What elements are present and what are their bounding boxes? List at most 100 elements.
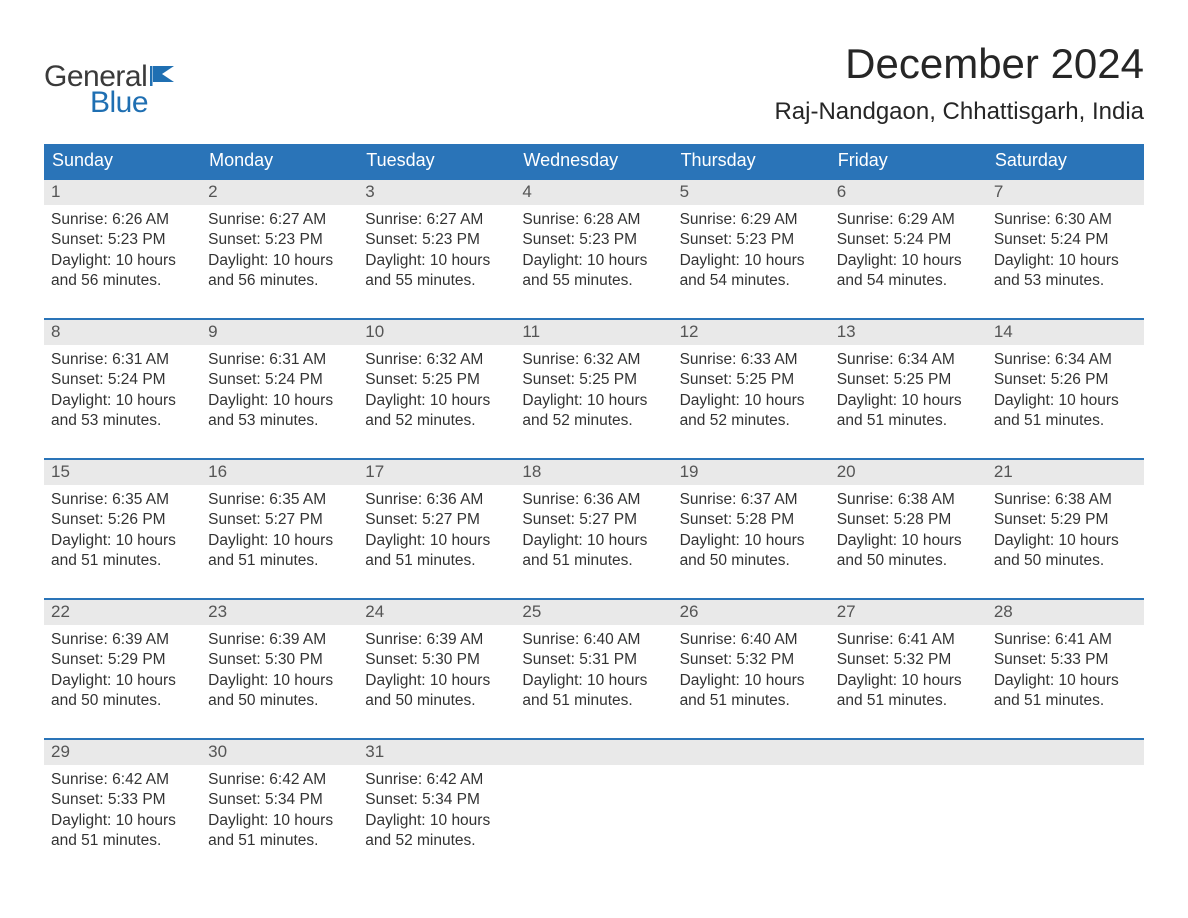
brand-logo: General Blue: [44, 60, 178, 120]
daylight-line: Daylight: 10 hours and 56 minutes.: [208, 251, 351, 292]
daylight-line: Daylight: 10 hours and 50 minutes.: [837, 531, 980, 572]
day-details: Sunrise: 6:41 AMSunset: 5:32 PMDaylight:…: [830, 625, 987, 716]
day-number: 17: [358, 460, 515, 485]
day-details: Sunrise: 6:41 AMSunset: 5:33 PMDaylight:…: [987, 625, 1144, 716]
calendar-day-cell: 24Sunrise: 6:39 AMSunset: 5:30 PMDayligh…: [358, 600, 515, 718]
calendar-day-cell: 2Sunrise: 6:27 AMSunset: 5:23 PMDaylight…: [201, 180, 358, 298]
sunrise-line: Sunrise: 6:27 AM: [365, 210, 508, 230]
day-details: Sunrise: 6:39 AMSunset: 5:30 PMDaylight:…: [358, 625, 515, 716]
day-number: 16: [201, 460, 358, 485]
sunset-line: Sunset: 5:23 PM: [680, 230, 823, 250]
day-details: Sunrise: 6:30 AMSunset: 5:24 PMDaylight:…: [987, 205, 1144, 296]
sunset-line: Sunset: 5:32 PM: [680, 650, 823, 670]
daylight-line: Daylight: 10 hours and 50 minutes.: [994, 531, 1137, 572]
sunrise-line: Sunrise: 6:37 AM: [680, 490, 823, 510]
day-number: 11: [515, 320, 672, 345]
day-number: 24: [358, 600, 515, 625]
calendar-day-cell: 14Sunrise: 6:34 AMSunset: 5:26 PMDayligh…: [987, 320, 1144, 438]
day-number: [515, 740, 672, 765]
day-details: Sunrise: 6:29 AMSunset: 5:24 PMDaylight:…: [830, 205, 987, 296]
calendar-day-cell: [987, 740, 1144, 858]
day-details: Sunrise: 6:34 AMSunset: 5:26 PMDaylight:…: [987, 345, 1144, 436]
sunset-line: Sunset: 5:23 PM: [365, 230, 508, 250]
calendar-day-cell: 29Sunrise: 6:42 AMSunset: 5:33 PMDayligh…: [44, 740, 201, 858]
day-number: 3: [358, 180, 515, 205]
daylight-line: Daylight: 10 hours and 52 minutes.: [680, 391, 823, 432]
day-number: 28: [987, 600, 1144, 625]
day-number: 18: [515, 460, 672, 485]
sunrise-line: Sunrise: 6:34 AM: [837, 350, 980, 370]
day-number: 7: [987, 180, 1144, 205]
calendar-day-cell: [515, 740, 672, 858]
day-number: 2: [201, 180, 358, 205]
sunrise-line: Sunrise: 6:31 AM: [51, 350, 194, 370]
day-details: Sunrise: 6:28 AMSunset: 5:23 PMDaylight:…: [515, 205, 672, 296]
calendar-day-cell: 8Sunrise: 6:31 AMSunset: 5:24 PMDaylight…: [44, 320, 201, 438]
day-details: Sunrise: 6:27 AMSunset: 5:23 PMDaylight:…: [201, 205, 358, 296]
daylight-line: Daylight: 10 hours and 52 minutes.: [365, 391, 508, 432]
calendar-week-row: 15Sunrise: 6:35 AMSunset: 5:26 PMDayligh…: [44, 458, 1144, 578]
daylight-line: Daylight: 10 hours and 51 minutes.: [680, 671, 823, 712]
day-number: 15: [44, 460, 201, 485]
sunset-line: Sunset: 5:29 PM: [994, 510, 1137, 530]
day-number: 23: [201, 600, 358, 625]
daylight-line: Daylight: 10 hours and 54 minutes.: [680, 251, 823, 292]
day-number: 6: [830, 180, 987, 205]
sunrise-line: Sunrise: 6:39 AM: [51, 630, 194, 650]
sunset-line: Sunset: 5:27 PM: [365, 510, 508, 530]
sunrise-line: Sunrise: 6:32 AM: [365, 350, 508, 370]
day-number: 13: [830, 320, 987, 345]
sunrise-line: Sunrise: 6:41 AM: [837, 630, 980, 650]
day-number: 4: [515, 180, 672, 205]
day-details: Sunrise: 6:38 AMSunset: 5:29 PMDaylight:…: [987, 485, 1144, 576]
daylight-line: Daylight: 10 hours and 50 minutes.: [365, 671, 508, 712]
day-number: 14: [987, 320, 1144, 345]
day-details: Sunrise: 6:39 AMSunset: 5:30 PMDaylight:…: [201, 625, 358, 716]
calendar-day-cell: 1Sunrise: 6:26 AMSunset: 5:23 PMDaylight…: [44, 180, 201, 298]
sunset-line: Sunset: 5:25 PM: [365, 370, 508, 390]
calendar-day-cell: 22Sunrise: 6:39 AMSunset: 5:29 PMDayligh…: [44, 600, 201, 718]
sunrise-line: Sunrise: 6:40 AM: [680, 630, 823, 650]
sunset-line: Sunset: 5:26 PM: [51, 510, 194, 530]
weekday-header: Sunday: [44, 144, 201, 178]
sunset-line: Sunset: 5:24 PM: [208, 370, 351, 390]
calendar-day-cell: 7Sunrise: 6:30 AMSunset: 5:24 PMDaylight…: [987, 180, 1144, 298]
weekday-header: Friday: [830, 144, 987, 178]
daylight-line: Daylight: 10 hours and 55 minutes.: [522, 251, 665, 292]
header: General Blue December 2024 Raj-Nandgaon,…: [44, 40, 1144, 126]
sunrise-line: Sunrise: 6:31 AM: [208, 350, 351, 370]
calendar-day-cell: 18Sunrise: 6:36 AMSunset: 5:27 PMDayligh…: [515, 460, 672, 578]
calendar-day-cell: 25Sunrise: 6:40 AMSunset: 5:31 PMDayligh…: [515, 600, 672, 718]
day-details: Sunrise: 6:32 AMSunset: 5:25 PMDaylight:…: [515, 345, 672, 436]
day-number: 9: [201, 320, 358, 345]
day-details: Sunrise: 6:31 AMSunset: 5:24 PMDaylight:…: [44, 345, 201, 436]
sunset-line: Sunset: 5:26 PM: [994, 370, 1137, 390]
daylight-line: Daylight: 10 hours and 51 minutes.: [994, 391, 1137, 432]
calendar: Sunday Monday Tuesday Wednesday Thursday…: [44, 144, 1144, 858]
day-details: Sunrise: 6:40 AMSunset: 5:32 PMDaylight:…: [673, 625, 830, 716]
sunset-line: Sunset: 5:30 PM: [365, 650, 508, 670]
day-number: 25: [515, 600, 672, 625]
calendar-day-cell: 12Sunrise: 6:33 AMSunset: 5:25 PMDayligh…: [673, 320, 830, 438]
sunrise-line: Sunrise: 6:42 AM: [365, 770, 508, 790]
day-number: 26: [673, 600, 830, 625]
calendar-day-cell: 15Sunrise: 6:35 AMSunset: 5:26 PMDayligh…: [44, 460, 201, 578]
daylight-line: Daylight: 10 hours and 50 minutes.: [680, 531, 823, 572]
day-number: [830, 740, 987, 765]
calendar-week-row: 8Sunrise: 6:31 AMSunset: 5:24 PMDaylight…: [44, 318, 1144, 438]
day-details: Sunrise: 6:29 AMSunset: 5:23 PMDaylight:…: [673, 205, 830, 296]
daylight-line: Daylight: 10 hours and 51 minutes.: [365, 531, 508, 572]
calendar-day-cell: 5Sunrise: 6:29 AMSunset: 5:23 PMDaylight…: [673, 180, 830, 298]
sunset-line: Sunset: 5:25 PM: [837, 370, 980, 390]
daylight-line: Daylight: 10 hours and 51 minutes.: [208, 811, 351, 852]
day-details: Sunrise: 6:39 AMSunset: 5:29 PMDaylight:…: [44, 625, 201, 716]
daylight-line: Daylight: 10 hours and 55 minutes.: [365, 251, 508, 292]
brand-word-blue: Blue: [90, 86, 148, 120]
calendar-day-cell: 16Sunrise: 6:35 AMSunset: 5:27 PMDayligh…: [201, 460, 358, 578]
sunset-line: Sunset: 5:25 PM: [522, 370, 665, 390]
sunset-line: Sunset: 5:23 PM: [51, 230, 194, 250]
calendar-day-cell: 9Sunrise: 6:31 AMSunset: 5:24 PMDaylight…: [201, 320, 358, 438]
day-details: Sunrise: 6:31 AMSunset: 5:24 PMDaylight:…: [201, 345, 358, 436]
sunset-line: Sunset: 5:23 PM: [208, 230, 351, 250]
calendar-week-row: 22Sunrise: 6:39 AMSunset: 5:29 PMDayligh…: [44, 598, 1144, 718]
